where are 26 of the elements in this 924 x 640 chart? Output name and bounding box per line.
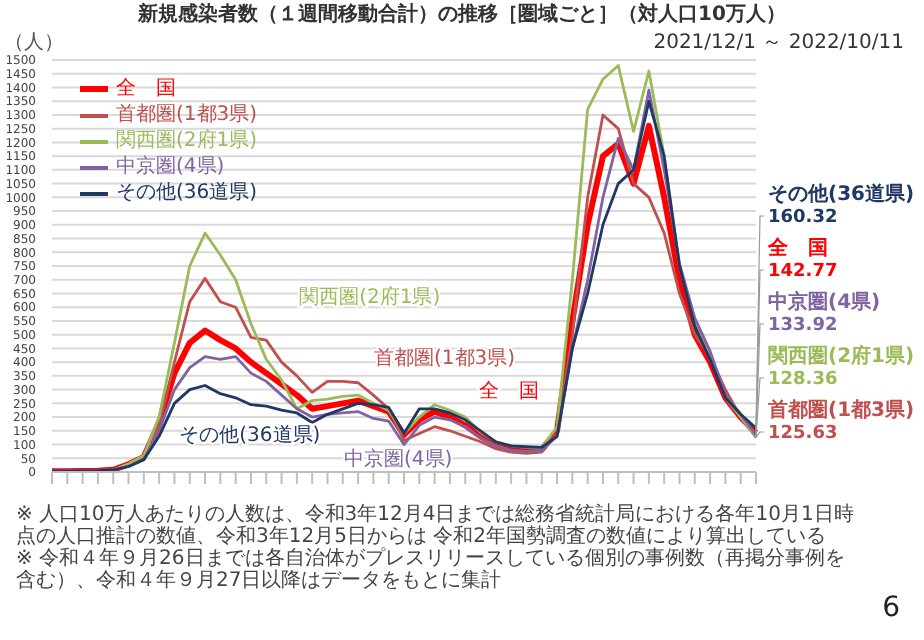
data-label: 133.92 bbox=[768, 316, 838, 336]
text: 全 国 bbox=[768, 238, 828, 260]
text: その他(36道県) bbox=[768, 184, 915, 206]
annotation: 中京圏(4県) bbox=[344, 447, 453, 472]
legend-label: 全 国 bbox=[116, 76, 176, 102]
annotation: 関西圏(2府1県) bbox=[299, 285, 441, 310]
text: （人） bbox=[4, 30, 64, 55]
annotation: 首都圏(1都3県) bbox=[374, 345, 516, 370]
legend-label: その他(36道県) bbox=[116, 180, 258, 206]
data-label: 160.32 bbox=[768, 208, 838, 228]
text: 関西圏(2府1県) bbox=[768, 346, 915, 368]
legend-label: 中京圏(4県) bbox=[116, 154, 225, 180]
legend-label: 首都圏(1都3県) bbox=[116, 102, 258, 128]
chart-title: 新規感染者数（１週間移動合計）の推移［圏域ごと］（対人口10万人） bbox=[136, 0, 788, 28]
text: 6 bbox=[882, 592, 900, 624]
text: 中京圏(4県) bbox=[768, 292, 881, 314]
text: ※ 令和４年９月26日までは各自治体がプレスリリースしている個別の事例数（再掲分事例を含む）、令和４年９月27日以降はデータをもとに集計 bbox=[16, 548, 847, 592]
data-label: 142.77 bbox=[768, 262, 838, 282]
text: ※ 人口10万人あたりの人数は、令和3年12月4日までは総務省統計局における各年10月1日時点の人口推計の数値、令和3年12月5日からは 令和2年国勢調査の数値により算出している bbox=[16, 504, 856, 548]
data-label: 128.36 bbox=[768, 370, 838, 390]
annotation: その他(36道県) bbox=[179, 422, 321, 447]
data-label: 125.63 bbox=[768, 424, 838, 444]
text: 首都圏(1都3県) bbox=[768, 400, 915, 422]
annotation: 全 国 bbox=[478, 378, 539, 403]
chart-subtitle: 2021/12/1 ～ 2022/10/11 bbox=[653, 30, 904, 56]
legend-label: 関西圏(2府1県) bbox=[116, 128, 258, 154]
